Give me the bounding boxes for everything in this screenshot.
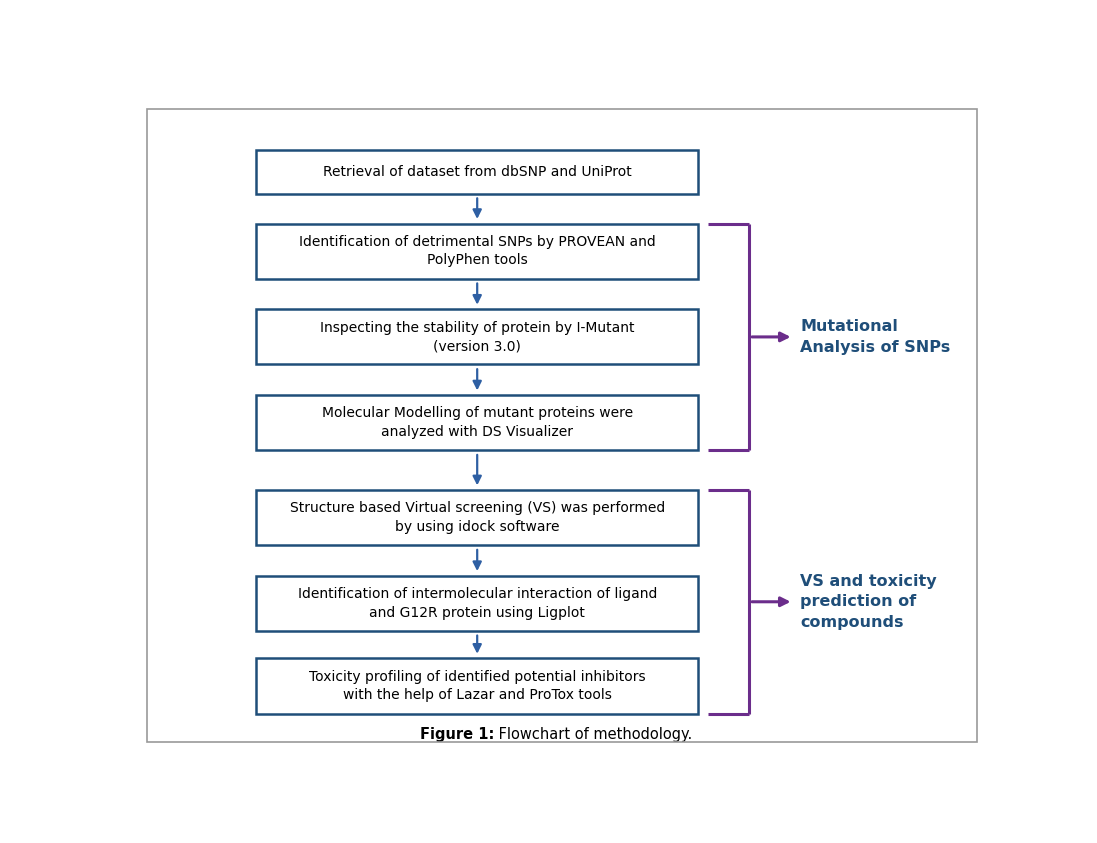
Text: Flowchart of methodology.: Flowchart of methodology. (494, 727, 692, 742)
FancyBboxPatch shape (256, 576, 699, 631)
FancyBboxPatch shape (256, 490, 699, 545)
Text: Retrieval of dataset from dbSNP and UniProt: Retrieval of dataset from dbSNP and UniP… (323, 164, 632, 179)
Text: Structure based Virtual screening (VS) was performed
by using idock software: Structure based Virtual screening (VS) w… (290, 502, 665, 534)
FancyBboxPatch shape (256, 309, 699, 364)
FancyBboxPatch shape (256, 658, 699, 713)
Text: Molecular Modelling of mutant proteins were
analyzed with DS Visualizer: Molecular Modelling of mutant proteins w… (321, 406, 633, 439)
FancyBboxPatch shape (256, 223, 699, 279)
Text: Mutational
Analysis of SNPs: Mutational Analysis of SNPs (801, 319, 950, 355)
Text: Inspecting the stability of protein by I-Mutant
(version 3.0): Inspecting the stability of protein by I… (320, 320, 634, 353)
Text: Figure 1:: Figure 1: (420, 727, 494, 742)
Text: Toxicity profiling of identified potential inhibitors
with the help of Lazar and: Toxicity profiling of identified potenti… (309, 670, 645, 702)
Text: VS and toxicity
prediction of
compounds: VS and toxicity prediction of compounds (801, 574, 937, 630)
Text: Identification of detrimental SNPs by PROVEAN and
PolyPhen tools: Identification of detrimental SNPs by PR… (298, 235, 656, 267)
FancyBboxPatch shape (256, 149, 699, 194)
FancyBboxPatch shape (256, 395, 699, 450)
Text: Identification of intermolecular interaction of ligand
and G12R protein using Li: Identification of intermolecular interac… (297, 587, 657, 620)
